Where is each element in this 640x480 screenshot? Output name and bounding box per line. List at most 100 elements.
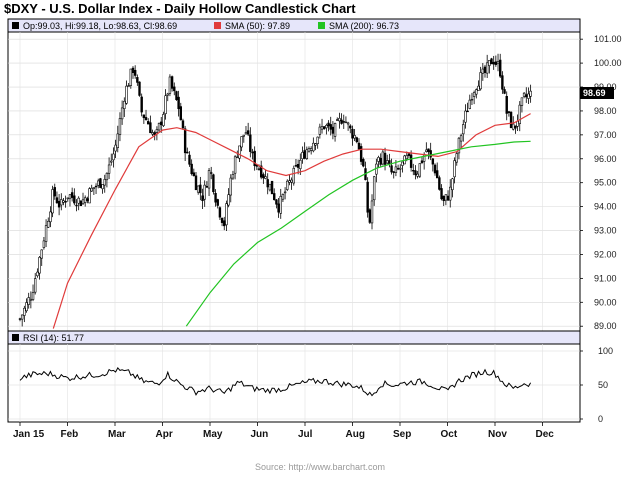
candle	[377, 155, 380, 168]
candle	[38, 256, 41, 280]
candle	[379, 153, 382, 168]
candle	[481, 63, 485, 81]
candle	[97, 178, 100, 189]
candle	[435, 162, 439, 179]
candle-body	[266, 179, 269, 188]
candle-body	[90, 187, 93, 192]
candle	[273, 188, 276, 201]
candle-body	[112, 153, 115, 161]
candle	[427, 148, 430, 160]
candle-body	[214, 192, 217, 203]
candle-body	[499, 59, 502, 77]
price-panel-header	[7, 18, 581, 33]
candle	[401, 161, 404, 173]
candle-body	[123, 100, 126, 109]
candle-body	[440, 188, 443, 200]
rsi-legend: RSI (14): 51.77	[23, 333, 84, 343]
candle	[194, 171, 198, 191]
candle-body	[164, 95, 167, 114]
candle	[160, 117, 163, 133]
candle-body	[357, 142, 361, 150]
month-label: Jan 15	[13, 429, 45, 440]
candle	[64, 195, 67, 208]
candle	[431, 157, 435, 172]
candle-body	[94, 185, 98, 188]
candle	[362, 157, 365, 168]
candle	[412, 163, 415, 176]
candle-body	[216, 199, 219, 206]
candle	[446, 190, 450, 202]
candle-body	[355, 137, 358, 143]
candle-body	[225, 203, 228, 226]
rsi-panel-header	[7, 330, 581, 345]
candle	[55, 191, 59, 204]
candle	[459, 133, 463, 149]
candle-body	[47, 220, 50, 228]
candle	[123, 97, 126, 117]
candle	[275, 199, 278, 209]
candle-body	[312, 142, 315, 152]
candle-body	[416, 173, 419, 177]
candle-body	[435, 170, 439, 179]
candle	[62, 198, 65, 206]
candle	[236, 150, 239, 159]
month-label: Nov	[488, 429, 507, 440]
price-tick-label: 90.00	[594, 297, 617, 307]
candle-body	[338, 117, 341, 122]
candle	[42, 236, 46, 250]
candle-body	[329, 124, 332, 130]
candle-body	[457, 137, 461, 154]
candle-body	[246, 130, 250, 135]
candle	[136, 74, 139, 86]
candle-body	[407, 153, 411, 156]
candle	[60, 193, 63, 211]
candle	[266, 173, 269, 195]
candle	[346, 121, 350, 131]
candle-body	[518, 104, 521, 124]
candle-body	[455, 153, 458, 163]
candle	[477, 80, 480, 91]
candle-body	[331, 126, 335, 134]
candle	[490, 57, 493, 65]
candle	[188, 151, 191, 167]
candle	[494, 55, 498, 67]
candle	[149, 115, 152, 134]
month-label: Aug	[346, 429, 365, 440]
price-tick-label: 93.00	[594, 226, 617, 236]
candle-body	[192, 172, 196, 177]
candle-body	[257, 168, 261, 170]
candle-body	[431, 158, 435, 165]
candle	[223, 216, 226, 231]
candle-body	[31, 292, 35, 300]
candle	[466, 102, 469, 113]
candle	[370, 194, 374, 230]
candle-body	[529, 90, 532, 97]
price-tick-label: 91.00	[594, 273, 617, 283]
candle	[355, 136, 358, 144]
candle-body	[97, 180, 100, 186]
candle-body	[251, 151, 254, 154]
candle	[57, 194, 61, 216]
candle	[53, 183, 56, 200]
candle	[457, 137, 461, 160]
candle-body	[205, 185, 209, 188]
candle	[522, 91, 526, 99]
candle-body	[479, 72, 482, 90]
candle-body	[340, 119, 343, 124]
candle-body	[379, 157, 382, 165]
candle-body	[388, 160, 391, 165]
candle	[190, 159, 193, 176]
candle-body	[181, 120, 185, 129]
candle-body	[505, 95, 508, 114]
candle-body	[522, 92, 526, 97]
candle	[212, 173, 215, 195]
candle-body	[44, 225, 48, 242]
candle-body	[259, 165, 263, 178]
candle-body	[286, 180, 289, 190]
candle-body	[66, 197, 70, 200]
candle-body	[381, 151, 385, 165]
candle-body	[270, 180, 274, 195]
price-tick-label: 89.00	[594, 321, 617, 331]
candle-body	[155, 129, 159, 133]
